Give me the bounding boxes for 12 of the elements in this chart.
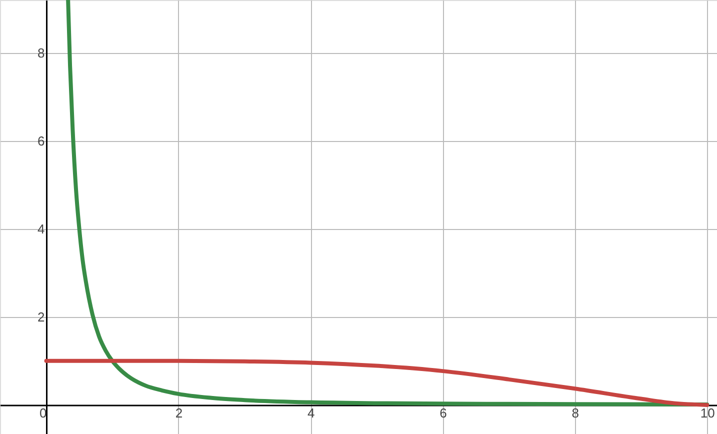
line-series [66,0,710,407]
x-tick-label: 10 [700,405,715,420]
x-tick-label: 6 [440,405,447,420]
x-tick-label: 8 [572,405,580,420]
y-tick-label: 8 [38,45,45,60]
y-tick-label: 4 [38,221,45,236]
x-tick-label: 2 [175,405,183,420]
line-series [44,358,710,407]
y-tick-label: 2 [38,309,45,324]
x-tick-label: 0 [40,405,47,420]
x-tick-label: 4 [307,405,315,420]
y-tick-label: 6 [38,133,45,148]
